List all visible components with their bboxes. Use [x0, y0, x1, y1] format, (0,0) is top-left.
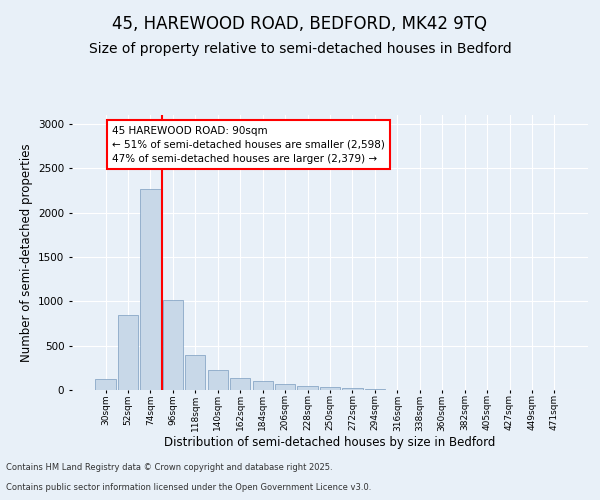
- Bar: [320, 388, 340, 390]
- Bar: [298, 386, 317, 390]
- Text: Contains HM Land Registry data © Crown copyright and database right 2025.: Contains HM Land Registry data © Crown c…: [6, 464, 332, 472]
- Text: Contains public sector information licensed under the Open Government Licence v3: Contains public sector information licen…: [6, 484, 371, 492]
- Text: Size of property relative to semi-detached houses in Bedford: Size of property relative to semi-detach…: [89, 42, 511, 56]
- Bar: [163, 300, 183, 390]
- Bar: [185, 356, 205, 390]
- Bar: [275, 384, 295, 390]
- Bar: [343, 388, 362, 390]
- Bar: [118, 316, 138, 390]
- Bar: [208, 370, 228, 390]
- X-axis label: Distribution of semi-detached houses by size in Bedford: Distribution of semi-detached houses by …: [164, 436, 496, 449]
- Bar: [230, 378, 250, 390]
- Y-axis label: Number of semi-detached properties: Number of semi-detached properties: [20, 143, 32, 362]
- Bar: [365, 389, 385, 390]
- Text: 45 HAREWOOD ROAD: 90sqm
← 51% of semi-detached houses are smaller (2,598)
47% of: 45 HAREWOOD ROAD: 90sqm ← 51% of semi-de…: [112, 126, 385, 164]
- Bar: [140, 188, 161, 390]
- Text: 45, HAREWOOD ROAD, BEDFORD, MK42 9TQ: 45, HAREWOOD ROAD, BEDFORD, MK42 9TQ: [113, 15, 487, 33]
- Bar: [253, 381, 273, 390]
- Bar: [95, 380, 116, 390]
